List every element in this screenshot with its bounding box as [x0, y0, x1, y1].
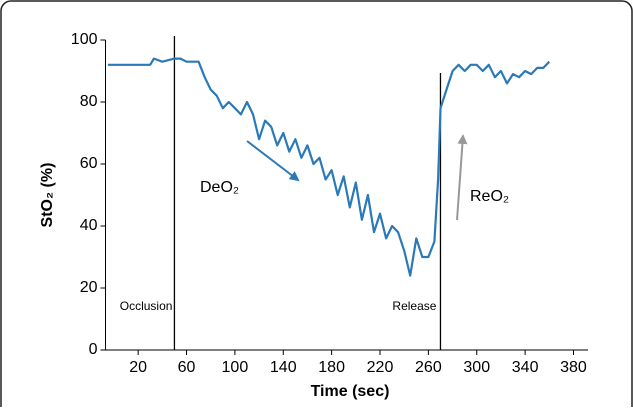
y-tick-label: 80 — [80, 93, 98, 110]
x-tick-label: 20 — [129, 359, 147, 376]
x-tick-label: 380 — [560, 359, 587, 376]
x-tick-label: 300 — [463, 359, 490, 376]
x-tick-label: 100 — [222, 359, 249, 376]
x-axis-label: Time (sec) — [311, 383, 390, 400]
event-label: Occlusion — [120, 299, 173, 313]
x-tick-label: 340 — [512, 359, 539, 376]
annotation: DeO₂ — [200, 179, 239, 196]
arrow — [246, 140, 300, 182]
data-line — [107, 57, 551, 277]
y-tick-label: 0 — [89, 341, 98, 358]
y-tick-label: 20 — [80, 279, 98, 296]
y-tick-label: 60 — [80, 155, 98, 172]
arrow — [456, 134, 468, 221]
annotation: ReO₂ — [470, 188, 509, 205]
y-tick-label: 40 — [80, 217, 98, 234]
x-tick-label: 140 — [270, 359, 297, 376]
x-tick-label: 180 — [318, 359, 345, 376]
y-axis-label: StO₂ (%) — [39, 163, 56, 228]
x-tick-label: 260 — [415, 359, 442, 376]
x-tick-label: 220 — [367, 359, 394, 376]
y-tick-label: 100 — [71, 31, 98, 48]
x-tick-label: 60 — [178, 359, 196, 376]
event-label: Release — [392, 299, 436, 313]
